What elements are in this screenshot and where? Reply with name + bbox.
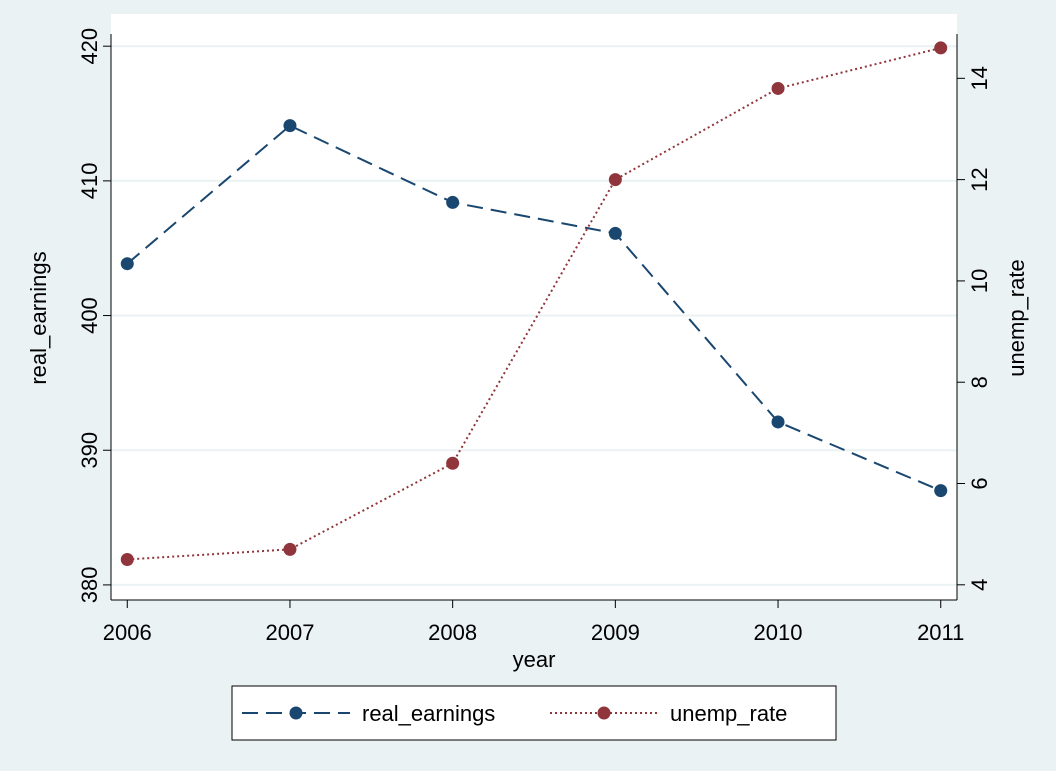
point	[608, 226, 622, 240]
y2-tick-label: 8	[967, 376, 992, 388]
y2-tick-label: 10	[967, 269, 992, 293]
point	[283, 119, 297, 133]
y-axis-title: real_earnings	[26, 251, 51, 384]
point	[283, 542, 297, 556]
x-tick-label: 2006	[103, 620, 152, 645]
series-line	[126, 124, 942, 492]
y-tick-label: 380	[77, 567, 102, 604]
point	[934, 41, 948, 55]
x-tick-label: 2011	[917, 620, 964, 645]
point	[446, 195, 460, 209]
x-tick-label: 2009	[591, 620, 640, 645]
y-tick-label: 410	[77, 163, 102, 200]
point	[934, 484, 948, 498]
y-tick-label: 390	[77, 432, 102, 469]
point	[120, 257, 134, 271]
y2-tick-label: 6	[967, 477, 992, 489]
legend-label: real_earnings	[362, 701, 495, 726]
y2-axis-title: unemp_rate	[1004, 259, 1029, 376]
x-axis-title: year	[513, 647, 556, 672]
x-tick-label: 2007	[265, 620, 314, 645]
y2-tick-label: 4	[967, 579, 992, 591]
point	[771, 81, 785, 95]
plot-area	[111, 14, 957, 600]
legend-marker	[289, 706, 303, 720]
y-tick-label: 400	[77, 297, 102, 334]
legend-label: unemp_rate	[670, 701, 787, 726]
x-tick-label: 2008	[428, 620, 477, 645]
y-tick-label: 420	[77, 28, 102, 65]
point	[771, 415, 785, 429]
y2-tick-label: 12	[967, 167, 992, 191]
legend-box	[231, 685, 837, 741]
point	[120, 552, 134, 566]
point	[608, 173, 622, 187]
x-tick-label: 2010	[754, 620, 803, 645]
legend-marker	[597, 706, 611, 720]
point	[446, 456, 460, 470]
y2-tick-label: 14	[967, 66, 992, 90]
series-line	[127, 46, 941, 561]
